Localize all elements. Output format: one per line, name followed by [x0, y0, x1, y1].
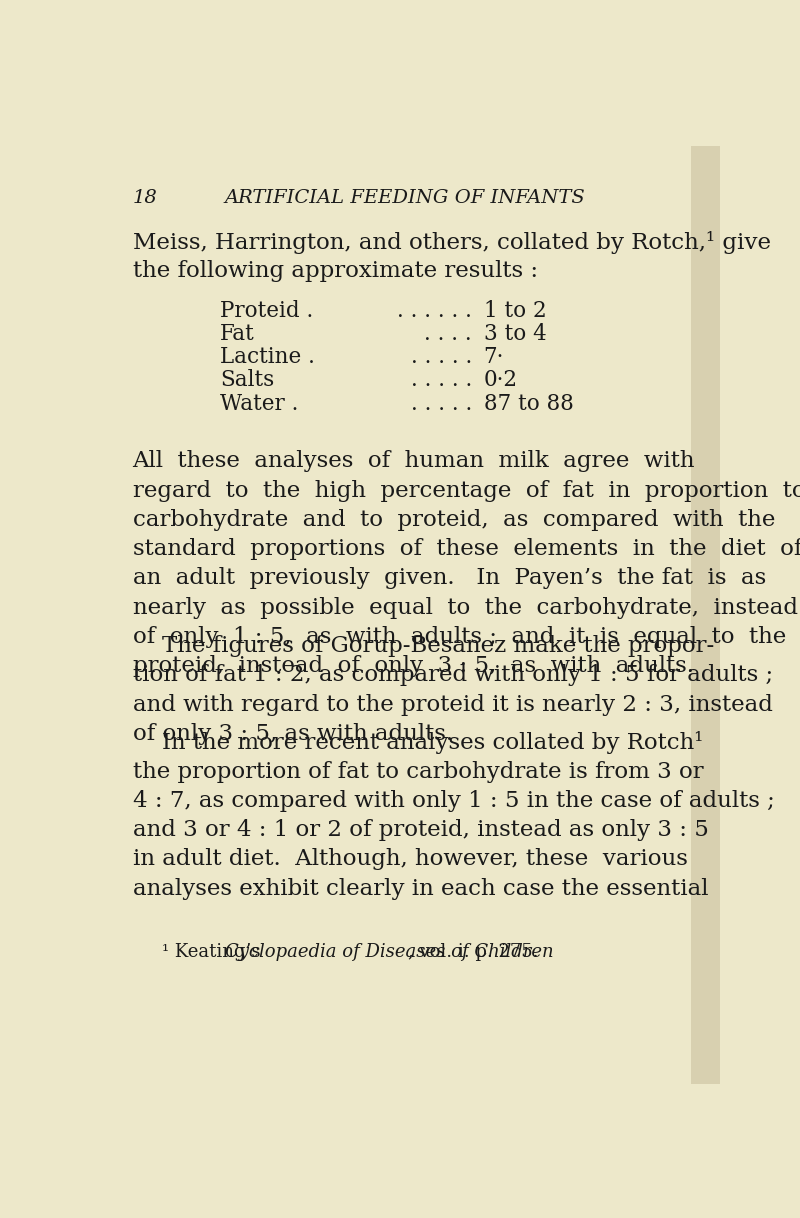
Text: Fat: Fat — [220, 323, 255, 345]
Text: and 3 or 4 : 1 or 2 of proteid, instead as only 3 : 5: and 3 or 4 : 1 or 2 of proteid, instead … — [133, 820, 709, 842]
Text: standard  proportions  of  these  elements  in  the  diet  of: standard proportions of these elements i… — [133, 538, 800, 560]
Text: ARTIFICIAL FEEDING OF INFANTS: ARTIFICIAL FEEDING OF INFANTS — [224, 189, 585, 207]
Text: , vol. i. p. 275.: , vol. i. p. 275. — [408, 943, 538, 961]
Text: Cyclopaedia of Diseases of Children: Cyclopaedia of Diseases of Children — [225, 943, 554, 961]
Text: of only 3 : 5, as with adults.: of only 3 : 5, as with adults. — [133, 723, 453, 745]
Text: 3 to 4: 3 to 4 — [484, 323, 546, 345]
Text: . . . . .: . . . . . — [410, 369, 472, 391]
Text: 1 to 2: 1 to 2 — [484, 300, 546, 322]
Text: . . . . .: . . . . . — [410, 346, 472, 368]
Text: and with regard to the proteid it is nearly 2 : 3, instead: and with regard to the proteid it is nea… — [133, 693, 773, 716]
Text: the proportion of fat to carbohydrate is from 3 or: the proportion of fat to carbohydrate is… — [133, 760, 703, 783]
Text: the following approximate results :: the following approximate results : — [133, 261, 538, 283]
Text: regard  to  the  high  percentage  of  fat  in  proportion  to: regard to the high percentage of fat in … — [133, 480, 800, 502]
Text: 87 to 88: 87 to 88 — [484, 392, 574, 414]
Text: All  these  analyses  of  human  milk  agree  with: All these analyses of human milk agree w… — [133, 451, 695, 473]
Text: . . . . .: . . . . . — [410, 392, 472, 414]
Text: 18: 18 — [133, 189, 158, 207]
Text: Salts: Salts — [220, 369, 274, 391]
Text: 7·: 7· — [484, 346, 504, 368]
Bar — [690, 146, 720, 1084]
Text: of  only  1 : 5,  as  with  adults ;  and  it  is  equal  to  the: of only 1 : 5, as with adults ; and it i… — [133, 626, 786, 648]
Text: Lactine .: Lactine . — [220, 346, 315, 368]
Text: The figures of Gorup-Besanez make the propor-: The figures of Gorup-Besanez make the pr… — [162, 635, 714, 657]
Text: Water .: Water . — [220, 392, 298, 414]
Text: carbohydrate  and  to  proteid,  as  compared  with  the: carbohydrate and to proteid, as compared… — [133, 509, 775, 531]
Text: tion of fat 1 : 2, as compared with only 1 : 5 for adults ;: tion of fat 1 : 2, as compared with only… — [133, 664, 773, 687]
Text: analyses exhibit clearly in each case the essential: analyses exhibit clearly in each case th… — [133, 878, 708, 900]
Text: 4 : 7, as compared with only 1 : 5 in the case of adults ;: 4 : 7, as compared with only 1 : 5 in th… — [133, 790, 774, 812]
Text: an  adult  previously  given.   In  Payen’s  the fat  is  as: an adult previously given. In Payen’s th… — [133, 568, 766, 590]
Text: . . . . . .: . . . . . . — [397, 300, 472, 322]
Text: Meiss, Harrington, and others, collated by Rotch,¹ give: Meiss, Harrington, and others, collated … — [133, 231, 770, 253]
Text: In the more recent analyses collated by Rotch¹: In the more recent analyses collated by … — [162, 731, 703, 754]
Text: ¹ Keating’s: ¹ Keating’s — [162, 943, 266, 961]
Text: . . . .: . . . . — [424, 323, 472, 345]
Text: Proteid .: Proteid . — [220, 300, 314, 322]
Text: 0·2: 0·2 — [484, 369, 518, 391]
Text: proteid,  instead  of  only  3 : 5,  as  with  adults.: proteid, instead of only 3 : 5, as with … — [133, 655, 694, 677]
Text: nearly  as  possible  equal  to  the  carbohydrate,  instead: nearly as possible equal to the carbohyd… — [133, 597, 798, 619]
Text: in adult diet.  Although, however, these  various: in adult diet. Although, however, these … — [133, 849, 687, 871]
